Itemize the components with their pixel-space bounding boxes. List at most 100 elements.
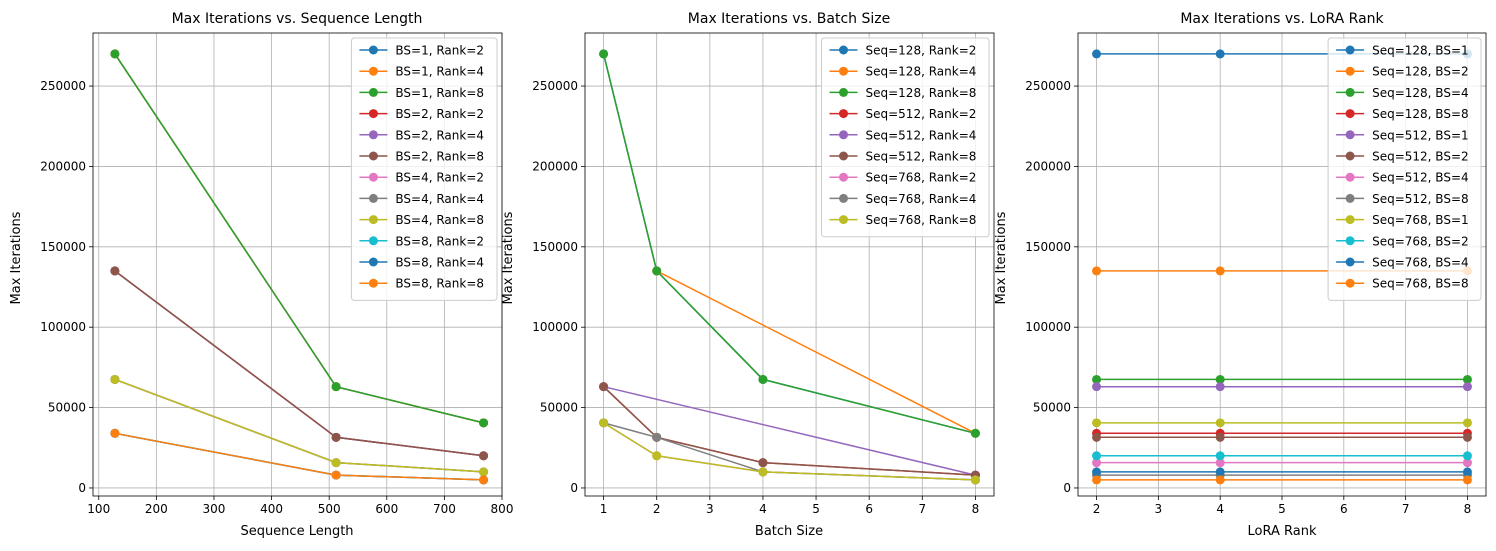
x-tick-label: 400: [260, 502, 283, 516]
legend-marker: [368, 87, 378, 97]
legend-label: Seq=128, BS=4: [1372, 86, 1469, 100]
y-tick-label: 150000: [40, 240, 86, 254]
y-tick-label: 250000: [40, 79, 86, 93]
y-tick-label: 250000: [1025, 79, 1071, 93]
legend-label: Seq=768, BS=1: [1372, 213, 1469, 227]
ticks: 2 3 4 5 6 7 8 0 50000 100000 150000 200000 250000: [1025, 79, 1471, 516]
series-line: [603, 422, 976, 481]
plot-frame: [1077, 32, 1487, 497]
legend-label: Seq=128, BS=2: [1372, 65, 1469, 79]
y-tick-label: 100000: [40, 320, 86, 334]
y-tick-label: 50000: [1033, 401, 1071, 415]
x-axis-label: Sequence Length: [240, 524, 353, 539]
y-tick-label: 200000: [532, 159, 578, 173]
y-tick-label: 100000: [532, 320, 578, 334]
ticks: 100 200 300 400 500 600 700 800 0 50000 100000 1500…: [40, 79, 513, 516]
data-point: [1092, 266, 1102, 276]
legend-label: BS=4, Rank=8: [395, 213, 484, 227]
data-point: [970, 428, 980, 438]
legend-label: Seq=512, BS=4: [1372, 171, 1469, 185]
x-tick-label: 3: [706, 502, 714, 516]
data-point: [1215, 458, 1225, 468]
legend: Seq=128, BS=1 Seq=128, BS=2 Seq=128, BS=4 S…: [1327, 37, 1482, 301]
y-tick-label: 250000: [532, 79, 578, 93]
data-point: [110, 374, 120, 384]
data-point: [1092, 49, 1102, 59]
data-point: [652, 451, 662, 461]
plot-frame: [584, 32, 995, 497]
data-point: [599, 49, 609, 59]
data-point: [1462, 451, 1472, 461]
legend-marker: [1345, 87, 1355, 97]
legend-box: [821, 37, 990, 238]
data-point: [331, 432, 341, 442]
legend-box: [350, 37, 498, 301]
data-point: [1092, 458, 1102, 468]
legend-marker: [368, 236, 378, 246]
y-tick-label: 0: [570, 481, 578, 495]
y-tick-label: 0: [78, 481, 86, 495]
data-point: [1215, 432, 1225, 442]
data-point: [758, 467, 768, 477]
data-point: [110, 266, 120, 276]
series-group: [110, 49, 489, 485]
y-tick-label: 0: [1063, 481, 1071, 495]
y-tick-label: 150000: [532, 240, 578, 254]
y-tick-label: 200000: [40, 159, 86, 173]
legend-marker: [839, 109, 848, 119]
y-tick-label: 100000: [1025, 320, 1071, 334]
x-axis-label: Batch Size: [755, 524, 823, 539]
legend-label: Seq=768, Rank=4: [866, 192, 977, 206]
data-point: [1215, 467, 1225, 477]
x-tick-label: 3: [1155, 502, 1163, 516]
legend-marker: [839, 130, 848, 140]
x-tick-label: 6: [865, 502, 873, 516]
data-point: [110, 428, 120, 438]
series-line: [114, 432, 484, 481]
series-group: [599, 49, 980, 485]
legend-marker: [368, 45, 378, 55]
legend-marker: [1345, 130, 1355, 140]
data-point: [1462, 432, 1472, 442]
legend-label: Seq=512, BS=2: [1372, 150, 1469, 164]
x-tick-label: 300: [203, 502, 226, 516]
x-tick-label: 7: [1402, 502, 1410, 516]
legend-marker: [1345, 109, 1355, 119]
legend-label: Seq=128, BS=8: [1372, 107, 1469, 121]
series-line: [114, 378, 484, 473]
legend-marker: [839, 151, 848, 161]
data-point: [479, 418, 489, 428]
legend-label: BS=8, Rank=8: [395, 277, 484, 291]
x-tick-label: 4: [1216, 502, 1224, 516]
x-tick-label: 700: [433, 502, 456, 516]
legend-marker: [839, 193, 848, 203]
legend-marker: [839, 87, 848, 97]
legend-marker: [1345, 193, 1355, 203]
legend-label: BS=1, Rank=8: [395, 86, 484, 100]
data-point: [1215, 266, 1225, 276]
data-point: [1215, 418, 1225, 428]
chart-title: Max Iterations vs. Batch Size: [688, 11, 890, 27]
legend-label: Seq=128, Rank=8: [866, 86, 977, 100]
data-point: [758, 458, 768, 468]
legend-marker: [839, 66, 848, 76]
data-point: [1092, 475, 1102, 485]
chart-title: Max Iterations vs. LoRA Rank: [1180, 11, 1384, 27]
legend-label: Seq=512, BS=1: [1372, 128, 1469, 142]
data-point: [1462, 467, 1472, 477]
y-tick-label: 50000: [540, 401, 578, 415]
legend-marker: [368, 257, 378, 267]
legend-box: [1327, 37, 1482, 301]
legend-label: Seq=512, Rank=4: [866, 128, 977, 142]
legend-marker: [1345, 45, 1355, 55]
legend-label: Seq=768, BS=4: [1372, 256, 1469, 270]
data-point: [758, 374, 768, 384]
data-point: [652, 266, 662, 276]
legend-label: Seq=768, Rank=2: [866, 171, 977, 185]
x-tick-label: 8: [1464, 502, 1472, 516]
data-point: [652, 432, 662, 442]
data-point: [1092, 467, 1102, 477]
legend-label: Seq=128, Rank=2: [866, 44, 977, 58]
